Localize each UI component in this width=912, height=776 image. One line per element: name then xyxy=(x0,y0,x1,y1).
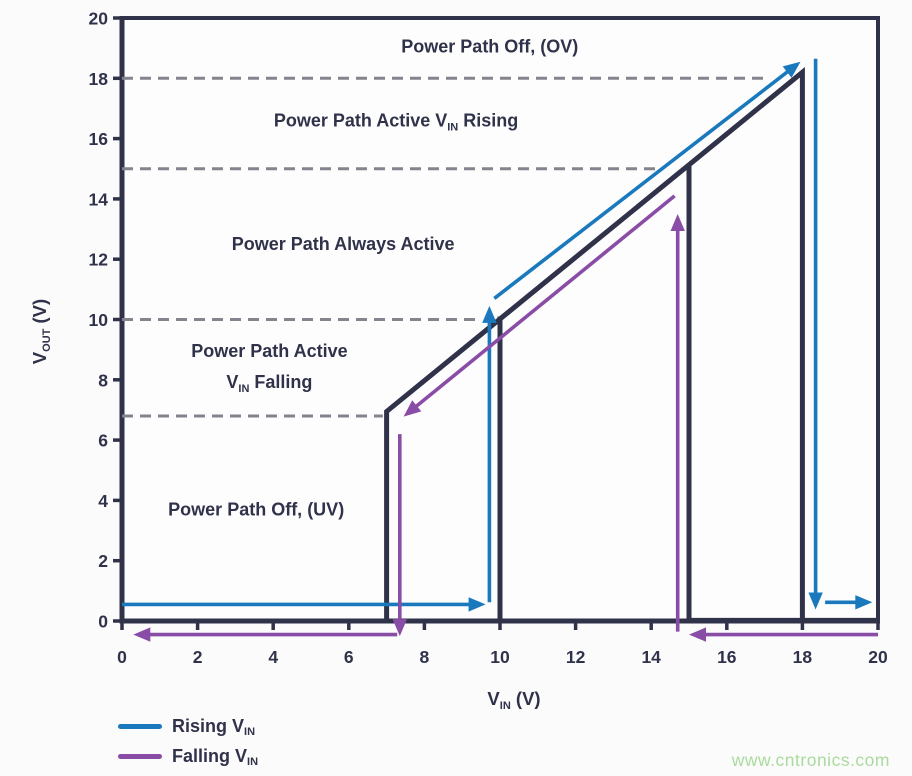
region-power-path-always-active: Power Path Always Active xyxy=(232,234,455,254)
x-tick-label: 16 xyxy=(717,647,737,667)
y-tick-label: 6 xyxy=(98,431,108,451)
arrow-head xyxy=(133,627,151,642)
arrow-head xyxy=(782,61,801,78)
series-rising-vin xyxy=(122,58,873,612)
y-tick-label: 12 xyxy=(89,250,109,270)
arrow-head xyxy=(670,214,685,231)
y-tick-label: 14 xyxy=(89,189,109,209)
x-tick-label: 8 xyxy=(420,647,430,667)
arrow-head xyxy=(403,400,422,417)
watermark: www.cntronics.com xyxy=(731,750,890,770)
curve-segment xyxy=(384,67,805,621)
axis-ticks xyxy=(113,16,880,630)
threshold-dashed-lines xyxy=(122,76,765,418)
legend-item-falling-vin: Falling VIN xyxy=(118,745,259,768)
x-tick-label: 14 xyxy=(641,647,661,667)
region-power-path-off-ov: Power Path Off, (OV) xyxy=(401,37,578,57)
x-tick-label: 20 xyxy=(868,647,888,667)
legend-swatch-falling-vin xyxy=(118,753,162,759)
arrow-head xyxy=(468,597,486,612)
region-power-path-active-rising: Power Path Active VIN​ Rising xyxy=(274,111,518,134)
x-tick-label: 6 xyxy=(344,647,354,667)
arrow-head xyxy=(855,595,873,610)
y-tick-label: 16 xyxy=(89,129,109,149)
legend-swatch-rising-vin xyxy=(118,723,162,729)
device-transfer-curve xyxy=(384,67,878,623)
x-tick-label: 2 xyxy=(193,647,203,667)
region-power-path-off-uv: Power Path Off, (UV) xyxy=(168,499,344,519)
arrow-head xyxy=(482,305,497,323)
region-labels: Power Path Off, (OV) Power Path Active VI… xyxy=(168,37,578,520)
legend-label-falling-vin: Falling VIN xyxy=(172,746,259,768)
y-tick-label: 4 xyxy=(98,491,108,511)
region-power-path-active-falling-line1: Power Path Active xyxy=(191,341,347,361)
arrow-head xyxy=(808,592,823,610)
y-tick-label: 10 xyxy=(89,310,109,330)
x-tick-label: 0 xyxy=(117,647,127,667)
y-tick-label: 18 xyxy=(89,69,109,89)
legend: Rising VIN Falling VIN xyxy=(118,715,259,768)
y-tick-label: 8 xyxy=(98,370,108,390)
y-axis-label: VOUT​ (V) xyxy=(29,299,53,364)
x-axis-label: VIN​ (V) xyxy=(487,688,540,712)
x-tick-label: 12 xyxy=(566,647,586,667)
arrow-head xyxy=(689,627,706,642)
y-tick-label: 2 xyxy=(98,551,108,571)
x-tick-labels: 0 2 4 6 8 10 12 14 16 18 20 xyxy=(117,647,888,667)
x-tick-label: 18 xyxy=(793,647,813,667)
y-tick-label: 20 xyxy=(89,9,109,29)
arrow-shaft xyxy=(493,68,792,300)
arrow-head xyxy=(392,619,407,637)
y-tick-labels: 0 2 4 6 8 10 12 14 16 18 20 xyxy=(89,9,109,632)
region-power-path-active-falling-line2: VIN​ Falling xyxy=(226,372,312,395)
legend-label-rising-vin: Rising VIN xyxy=(172,716,256,738)
series-falling-vin xyxy=(133,194,878,642)
x-tick-label: 10 xyxy=(490,647,510,667)
legend-item-rising-vin: Rising VIN xyxy=(118,715,258,738)
x-tick-label: 4 xyxy=(268,647,278,667)
y-tick-label: 0 xyxy=(98,612,108,632)
arrow-shaft xyxy=(412,194,676,410)
